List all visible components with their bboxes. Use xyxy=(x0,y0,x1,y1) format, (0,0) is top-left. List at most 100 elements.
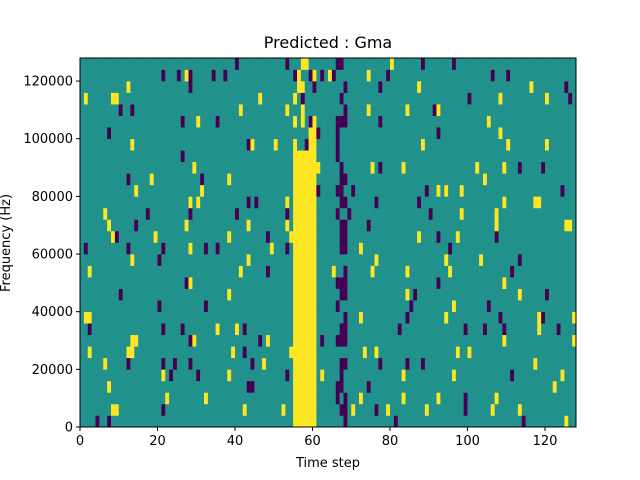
heatmap-cell xyxy=(490,346,495,359)
heatmap-cell xyxy=(548,196,554,209)
heatmap-cell xyxy=(510,150,515,163)
heatmap-cell xyxy=(324,380,329,393)
heatmap-cell xyxy=(130,242,135,255)
heatmap-cell xyxy=(436,150,441,163)
heatmap-cell xyxy=(297,104,302,116)
heatmap-cell xyxy=(231,92,236,105)
heatmap-cell xyxy=(107,161,112,174)
heatmap-cell xyxy=(393,415,399,428)
heatmap-cell xyxy=(173,346,178,359)
heatmap-cell xyxy=(149,380,154,393)
heatmap-cell xyxy=(169,288,174,301)
heatmap-cell xyxy=(196,173,201,186)
heatmap-cell xyxy=(483,242,488,255)
heatmap-cell xyxy=(459,380,464,393)
heatmap-cell xyxy=(343,323,348,336)
heatmap-cell xyxy=(436,115,441,128)
heatmap-cell xyxy=(231,230,236,243)
heatmap-cell xyxy=(483,127,488,140)
heatmap-cell xyxy=(521,196,526,209)
heatmap-cell xyxy=(223,92,228,105)
heatmap-cell xyxy=(145,127,151,140)
heatmap-cell xyxy=(142,288,147,301)
heatmap-cell xyxy=(366,254,371,266)
heatmap-cell xyxy=(351,415,356,428)
heatmap-cell xyxy=(184,288,189,301)
heatmap-cell xyxy=(215,69,220,82)
heatmap-cell xyxy=(560,334,565,347)
heatmap-cell xyxy=(200,357,205,370)
heatmap-cell xyxy=(289,254,294,266)
heatmap-cell xyxy=(118,138,123,151)
heatmap-cell xyxy=(145,138,151,151)
heatmap-cell xyxy=(533,161,538,174)
heatmap-cell xyxy=(370,242,375,255)
heatmap-cell xyxy=(378,357,383,370)
heatmap-cell xyxy=(401,104,406,116)
heatmap-cell xyxy=(455,81,461,93)
heatmap-cell xyxy=(548,230,554,243)
heatmap-cell xyxy=(192,403,197,416)
heatmap-cell xyxy=(374,277,379,289)
heatmap-cell xyxy=(126,69,131,82)
heatmap-cell xyxy=(374,219,379,232)
heatmap-cell xyxy=(153,196,158,209)
heatmap-cell xyxy=(262,219,267,232)
heatmap-cell xyxy=(238,219,244,232)
heatmap-cell xyxy=(269,161,275,174)
heatmap-cell xyxy=(300,161,306,174)
heatmap-cell xyxy=(227,196,232,209)
heatmap-cell xyxy=(118,69,123,82)
heatmap-cell xyxy=(269,323,275,336)
heatmap-cell xyxy=(541,380,546,393)
heatmap-cell xyxy=(413,230,418,243)
heatmap-cell xyxy=(165,254,170,266)
heatmap-cell xyxy=(238,254,244,266)
heatmap-cell xyxy=(355,403,360,416)
heatmap-cell xyxy=(324,346,329,359)
heatmap-cell xyxy=(560,230,565,243)
heatmap-cell xyxy=(560,277,565,289)
heatmap-cell xyxy=(428,415,433,428)
heatmap-cell xyxy=(215,288,220,301)
heatmap-cell xyxy=(545,115,550,128)
heatmap-cell xyxy=(95,81,100,93)
heatmap-cell xyxy=(347,81,352,93)
heatmap-cell xyxy=(529,288,534,301)
heatmap-cell xyxy=(444,380,449,393)
heatmap-cell xyxy=(552,207,557,220)
heatmap-cell xyxy=(114,127,120,140)
heatmap-cell xyxy=(366,380,371,393)
heatmap-cell xyxy=(242,127,247,140)
heatmap-cell xyxy=(455,58,461,70)
heatmap-cell xyxy=(134,219,139,232)
heatmap-cell xyxy=(409,127,414,140)
heatmap-cell xyxy=(424,380,430,393)
heatmap-cell xyxy=(471,92,476,105)
heatmap-cell xyxy=(235,311,240,324)
heatmap-cell xyxy=(479,242,484,255)
heatmap-cell xyxy=(362,415,368,428)
heatmap-cell xyxy=(378,184,383,197)
heatmap-cell xyxy=(517,58,523,70)
heatmap-cell xyxy=(374,81,379,93)
heatmap-cell xyxy=(153,357,158,370)
heatmap-cell xyxy=(107,69,112,82)
heatmap-cell xyxy=(545,138,550,151)
heatmap-cell xyxy=(142,277,147,289)
heatmap-cell xyxy=(165,230,170,243)
heatmap-cell xyxy=(188,254,193,266)
heatmap-cell xyxy=(130,311,135,324)
heatmap-cell xyxy=(463,242,468,255)
heatmap-cell xyxy=(188,288,193,301)
heatmap-cell xyxy=(246,346,251,359)
heatmap-cell xyxy=(83,219,89,232)
heatmap-cell xyxy=(390,81,395,93)
heatmap-cell xyxy=(145,196,151,209)
heatmap-cell xyxy=(351,104,356,116)
heatmap-cell xyxy=(188,92,193,105)
heatmap-cell xyxy=(483,69,488,82)
heatmap-cell xyxy=(432,369,437,382)
heatmap-cell xyxy=(541,242,546,255)
heatmap-cell xyxy=(176,311,182,324)
